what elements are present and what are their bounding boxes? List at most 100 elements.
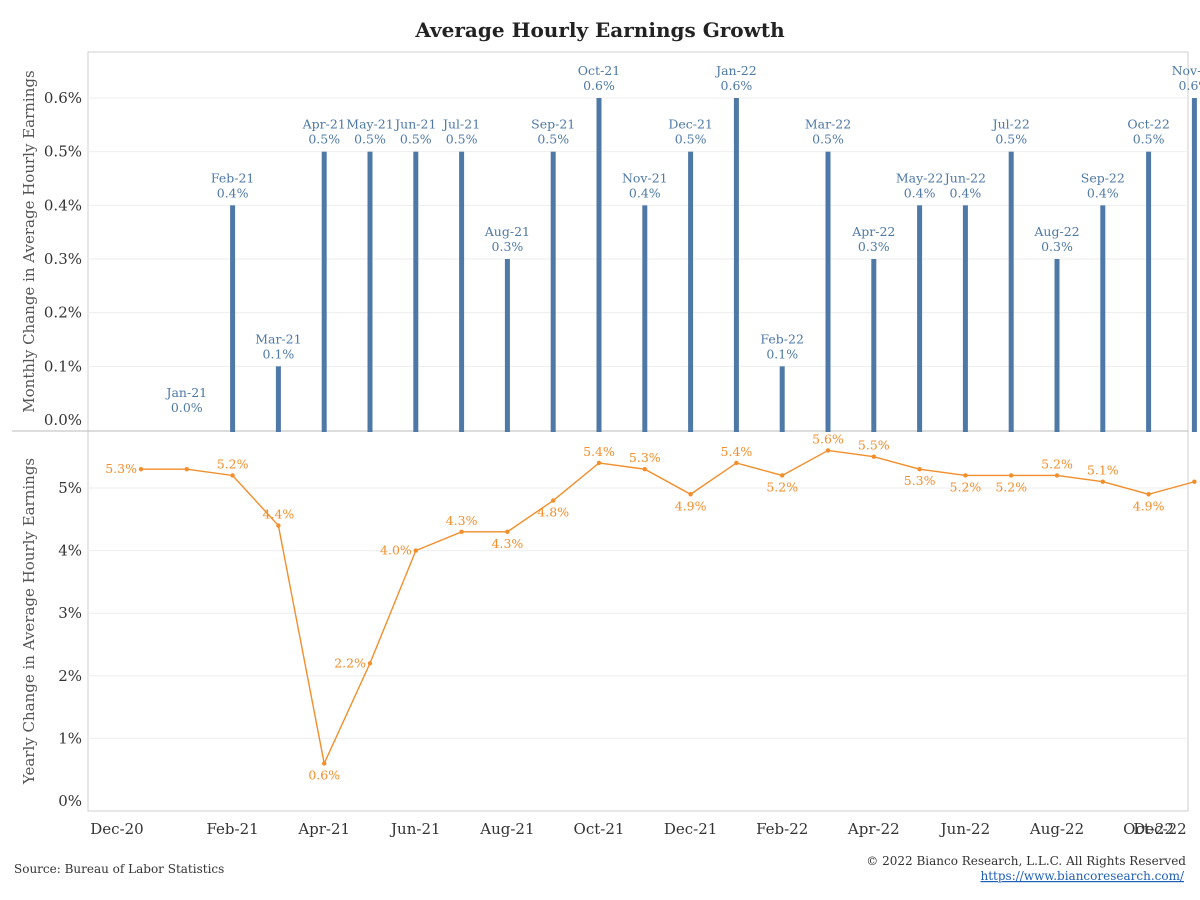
- bottom-y-ticks: 0% 1% 2% 3% 4% 5%: [58, 479, 82, 810]
- bar-Feb-21: [230, 205, 236, 432]
- line-point: [184, 467, 189, 472]
- top-y-tick-label: 0.5%: [44, 143, 82, 161]
- bar-value-label: 0.5%: [446, 132, 478, 147]
- line-value-label: 5.6%: [812, 431, 844, 446]
- bar-category-label: Jul-22: [991, 117, 1030, 132]
- line-point: [825, 448, 831, 453]
- source-note: Source: Bureau of Labor Statistics: [14, 862, 224, 876]
- bottom-y-tick-label: 2%: [58, 667, 82, 685]
- line-point: [596, 460, 602, 466]
- bar-value-label: 0.4%: [904, 185, 936, 200]
- line-point: [413, 548, 418, 553]
- line-point: [505, 529, 510, 535]
- bar-Jun-21: [413, 151, 419, 432]
- bar-Apr-21: [321, 151, 327, 432]
- bar-value-label: 0.5%: [1133, 132, 1165, 147]
- bar-category-label: Dec-21: [668, 117, 713, 132]
- bar-value-label: 0.6%: [583, 78, 615, 93]
- top-panel-frame: [87, 51, 1189, 432]
- bottom-y-tick-label: 3%: [58, 604, 82, 622]
- line-point: [734, 460, 739, 466]
- bar-value-label: 0.3%: [858, 239, 890, 254]
- bar-value-label: 0.4%: [217, 185, 249, 200]
- website-link[interactable]: https://www.biancoresearch.com/: [980, 869, 1184, 883]
- bar-Nov-21: [642, 205, 648, 432]
- top-y-tick-label: 0.3%: [44, 250, 82, 268]
- bar-category-label: May-22: [896, 170, 943, 185]
- top-y-tick-label: 0.0%: [44, 411, 82, 429]
- bar-category-label: Aug-21: [484, 224, 530, 239]
- line-value-label: 4.0%: [380, 543, 412, 558]
- line-value-label: 4.9%: [1133, 498, 1165, 513]
- x-tick-label: Dec-22: [1133, 820, 1186, 838]
- line-point: [780, 473, 785, 478]
- bar-Jun-22: [962, 205, 968, 432]
- line-point: [917, 467, 922, 472]
- line-point: [459, 529, 464, 535]
- bar-category-label: Aug-22: [1033, 224, 1079, 239]
- bar-Jul-22: [1008, 151, 1014, 432]
- bar-Apr-22: [871, 259, 877, 432]
- line-value-label: 5.2%: [950, 479, 982, 494]
- chart-title: Average Hourly Earnings Growth: [414, 18, 785, 42]
- line-value-label: 5.5%: [858, 438, 890, 453]
- line-value-label: 4.8%: [537, 505, 569, 520]
- bottom-y-axis-title: Yearly Change in Average Hourly Earnings: [20, 458, 38, 785]
- bottom-y-tick-label: 0%: [58, 792, 82, 810]
- bar-value-label: 0.5%: [308, 132, 340, 147]
- bar-value-label: 0.1%: [766, 346, 798, 361]
- bar-Jul-21: [459, 151, 465, 432]
- line-value-label: 5.2%: [217, 456, 249, 471]
- bar-Dec-21: [688, 151, 694, 432]
- bottom-y-tick-label: 5%: [58, 479, 82, 497]
- bar-value-label: 0.5%: [995, 132, 1027, 147]
- line-point: [1100, 479, 1106, 484]
- line-value-label: 5.2%: [1041, 456, 1073, 471]
- x-tick-label: Dec-20: [90, 820, 143, 838]
- line-value-label: 5.3%: [629, 450, 661, 465]
- line-value-label: 0.6%: [308, 767, 340, 782]
- copyright-note: © 2022 Bianco Research, L.L.C. All Right…: [866, 854, 1186, 868]
- line-point: [551, 498, 556, 503]
- bar-category-label: May-21: [346, 117, 393, 132]
- bar-value-label: 0.6%: [721, 78, 753, 93]
- x-tick-label: Jun-22: [939, 820, 991, 838]
- x-axis-ticks: Dec-20 Feb-21 Apr-21 Jun-21 Aug-21 Oct-21 Dec-…: [90, 820, 1186, 838]
- top-y-tick-label: 0.4%: [44, 196, 82, 214]
- line-point: [1192, 479, 1197, 484]
- bar-category-label: Oct-22: [1127, 117, 1169, 132]
- x-tick-label: Aug-21: [479, 820, 534, 838]
- bottom-y-tick-label: 1%: [58, 729, 82, 747]
- bar-category-label: Jun-22: [943, 170, 986, 185]
- line-value-label: 5.3%: [904, 473, 936, 488]
- line-value-label: 5.4%: [583, 444, 615, 459]
- line-point: [688, 492, 693, 497]
- bar-May-21: [367, 151, 373, 432]
- bar-Mar-22: [825, 151, 831, 432]
- bar-category-label: Sep-21: [531, 117, 575, 132]
- bar-value-label: 0.3%: [1041, 239, 1073, 254]
- bar-value-label: 0.4%: [950, 185, 982, 200]
- line-value-label: 2.2%: [334, 655, 366, 670]
- line-point: [276, 523, 281, 528]
- line-value-label: 5.3%: [105, 461, 137, 476]
- top-y-axis-title: Monthly Change in Average Hourly Earning…: [20, 70, 38, 412]
- bar-category-label: Nov-21: [622, 170, 668, 185]
- bar-category-label: Feb-21: [211, 170, 255, 185]
- bar-Oct-21: [596, 98, 602, 432]
- x-tick-label: Apr-22: [847, 820, 900, 838]
- bar-category-label: Jul-21: [441, 117, 480, 132]
- bar-value-label: 0.5%: [675, 132, 707, 147]
- x-tick-label: Oct-21: [574, 820, 625, 838]
- bar-category-label: Mar-21: [255, 331, 301, 346]
- line-point: [963, 473, 968, 478]
- bar-value-label: 0.5%: [812, 132, 844, 147]
- line-value-label: 5.4%: [721, 444, 753, 459]
- bar-value-label: 0.1%: [263, 346, 295, 361]
- line-point: [230, 473, 235, 478]
- bar-value-label: 0.3%: [492, 239, 524, 254]
- bar-category-label: Jan-22: [714, 63, 757, 78]
- bar-category-label: Jan-21: [164, 385, 207, 400]
- top-y-tick-label: 0.1%: [44, 357, 82, 375]
